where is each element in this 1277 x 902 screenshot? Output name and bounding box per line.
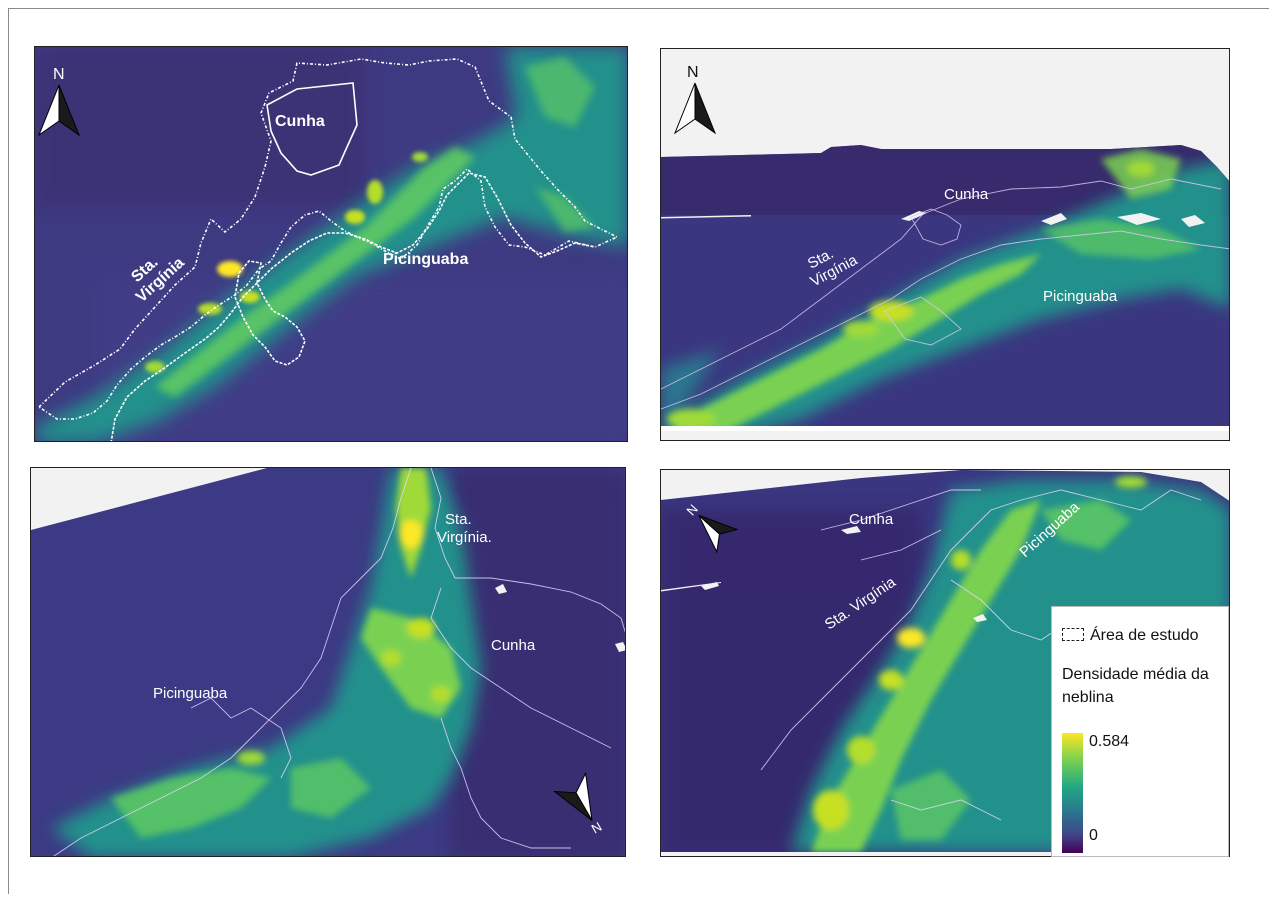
legend-boundary-label: Área de estudo <box>1090 627 1199 644</box>
label-picinguaba: Picinguaba <box>383 251 468 268</box>
map-panel-plan-view: Cunha Sta. Virgínia Picinguaba N <box>34 46 628 442</box>
legend-color-ramp <box>1062 733 1083 853</box>
fog-high-density <box>661 149 1201 431</box>
map-perspective-1-svg: Cunha Sta. Virgínia Picinguaba N <box>661 49 1229 440</box>
label-cunha: Cunha <box>491 637 536 654</box>
legend-title: Densidade média da neblina <box>1062 666 1209 706</box>
terrain-voids <box>495 584 625 652</box>
fog-high-density <box>111 468 461 838</box>
legend-boundary-row: Área de estudo <box>1062 627 1199 645</box>
north-arrow-label: N <box>53 66 65 83</box>
label-cunha: Cunha <box>275 113 325 130</box>
map-plan-view-svg: Cunha Sta. Virgínia Picinguaba N <box>35 47 627 441</box>
map-panel-perspective-1: Cunha Sta. Virgínia Picinguaba N <box>660 48 1230 441</box>
fog-peak-spots <box>145 152 428 373</box>
fog-high-density <box>811 476 1147 852</box>
label-sta-virginia-line2: Virgínia. <box>437 529 492 546</box>
label-sta-virginia: Sta. Virgínia. <box>437 511 492 546</box>
north-arrow-icon: N <box>37 66 81 137</box>
study-area-boundaries <box>50 468 625 856</box>
fog-ridge-band <box>51 468 481 856</box>
label-cunha: Cunha <box>849 511 894 528</box>
study-area-boundaries <box>661 178 1229 410</box>
study-area-boundaries <box>37 58 619 441</box>
legend-min-value: 0 <box>1089 827 1098 844</box>
north-arrow-icon: N <box>673 64 717 135</box>
dashed-boundary-icon <box>1062 628 1084 641</box>
label-picinguaba: Picinguaba <box>1043 288 1118 305</box>
label-sta-virginia-line1: Sta. <box>445 511 472 528</box>
map-panel-perspective-2: Sta. Virgínia. Cunha Picinguaba N <box>30 467 626 857</box>
label-picinguaba: Picinguaba <box>153 685 228 702</box>
figure-frame <box>8 8 1269 894</box>
legend-max-value: 0.584 <box>1089 733 1130 750</box>
north-arrow-label: N <box>687 64 699 81</box>
map-legend: Área de estudo Densidade média da neblin… <box>1051 606 1229 857</box>
map-perspective-2-svg: Sta. Virgínia. Cunha Picinguaba N <box>31 468 625 856</box>
north-arrow-icon: N <box>552 771 604 837</box>
terrain-voids <box>661 526 987 622</box>
fog-high-density <box>155 57 595 397</box>
label-cunha: Cunha <box>944 186 989 203</box>
